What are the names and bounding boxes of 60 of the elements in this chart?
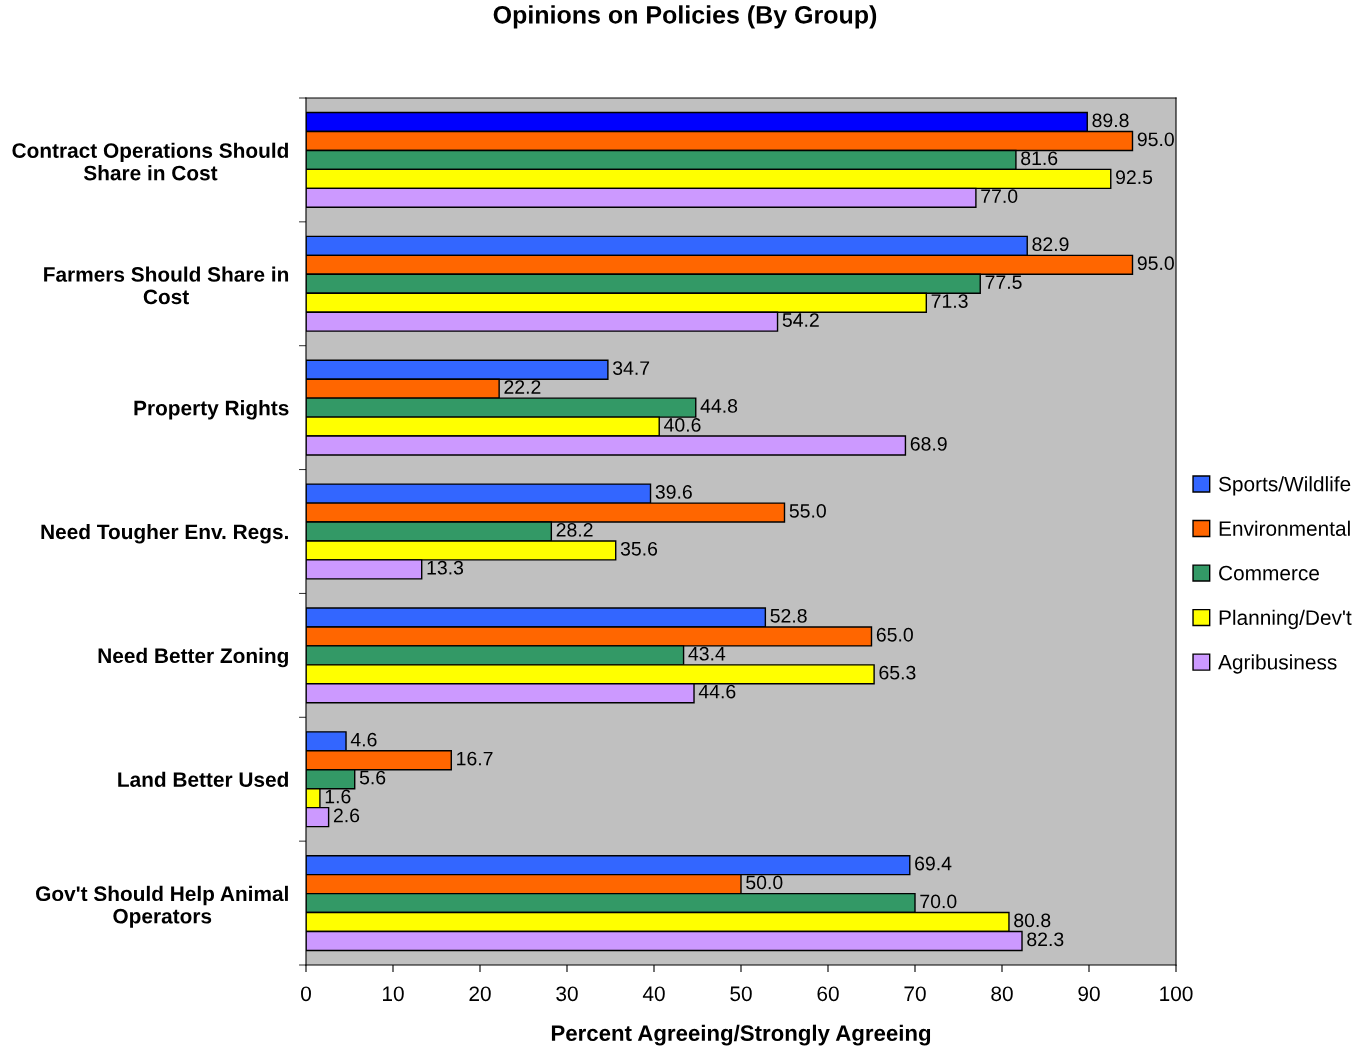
x-tick-label: 100 [1160,986,1193,1002]
x-tick-label: 0 [301,986,311,1002]
data-label: 22.2 [504,380,541,394]
data-label: 68.9 [910,436,947,451]
data-label: 70.0 [920,894,957,909]
y-tick-label: Contract Operations Should Share in Cost [12,142,288,181]
data-label: 55.0 [789,504,826,518]
y-tick-label: Gov't Should Help Animal Operators [36,885,288,928]
data-label: 50.0 [746,875,783,890]
x-tick-label: 80 [991,986,1013,1002]
y-tick-label: Need Better Zoning [98,647,288,668]
y-tick-label: Farmers Should Share in Cost [44,266,289,305]
data-label: 81.6 [1021,151,1058,166]
data-label: 40.6 [664,418,701,432]
legend-label: Agribusiness [1218,654,1337,674]
x-axis-title: Percent Agreeing/Strongly Agreeing [551,1024,931,1046]
data-label: 16.7 [457,751,493,766]
data-label: 54.2 [782,313,819,327]
data-label: 71.3 [931,294,968,308]
x-tick-label: 10 [383,986,404,1002]
data-label: 82.3 [1027,932,1064,947]
data-label: 80.8 [1014,913,1051,928]
data-label: 2.6 [333,808,360,823]
x-tick-label: 40 [642,986,665,1002]
data-label: 5.6 [359,770,386,785]
legend-label: Sports/Wildlife [1218,476,1351,496]
data-label: 92.5 [1116,170,1153,185]
data-label: 52.8 [770,608,807,623]
x-tick-label: 30 [556,986,578,1002]
y-tick-label: Need Tougher Env. Regs. [41,523,288,544]
data-label: 89.8 [1092,113,1129,128]
data-label: 44.6 [698,684,736,699]
x-tick-label: 60 [817,986,839,1002]
data-label: 65.3 [879,665,916,680]
data-label: 34.7 [612,361,650,375]
data-label: 69.4 [915,856,952,871]
data-label: 82.9 [1032,237,1069,252]
data-label: 4.6 [350,732,377,747]
data-label: 95.0 [1137,256,1174,271]
data-label: 44.8 [700,399,738,413]
data-label: 77.5 [985,275,1022,290]
x-tick-label: 70 [904,986,926,1002]
x-tick-label: 90 [1078,986,1100,1002]
data-label: 39.6 [655,485,692,499]
legend-label: Commerce [1219,565,1319,581]
y-tick-label: Land Better Used [118,771,288,787]
x-tick-label: 20 [469,986,491,1002]
data-label: 13.3 [427,560,464,575]
chart-title: Opinions on Policies (By Group) [493,5,877,29]
legend-label: Planning/Dev't [1219,609,1352,630]
data-label: 28.2 [556,522,593,537]
data-label: 77.0 [981,189,1018,204]
data-label: 43.4 [688,646,726,661]
y-tick-label: Property Rights [134,400,289,420]
data-label: 35.6 [620,541,658,556]
data-label: 95.0 [1137,132,1174,147]
legend-label: Environmental [1219,520,1350,536]
x-tick-label: 50 [730,986,752,1002]
data-label: 65.0 [876,627,913,642]
data-label: 1.6 [325,789,351,804]
